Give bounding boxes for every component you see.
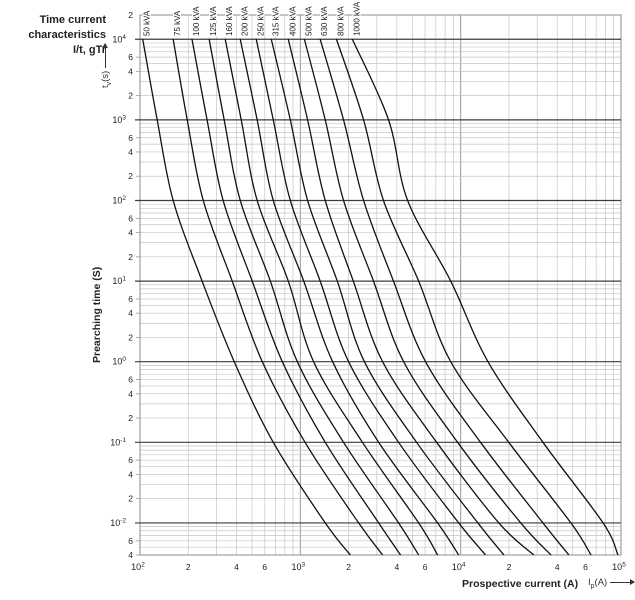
curve-label-400-kVA: 400 kVA — [288, 6, 297, 36]
svg-text:4: 4 — [394, 562, 399, 572]
curve-label-160-kVA: 160 kVA — [225, 6, 234, 36]
svg-text:6: 6 — [128, 375, 133, 385]
curve-label-630-kVA: 630 kVA — [320, 6, 329, 36]
curve-label-1000-kVA: 1000 kVA — [352, 1, 361, 36]
curve-labels: 50 kVA 75 kVA 100 kVA 125 kVA 160 kVA 200 kVA… — [142, 0, 363, 37]
svg-text:6: 6 — [128, 52, 133, 62]
curve-200-kVA — [239, 38, 460, 555]
chart-title-line2: characteristics — [28, 29, 106, 41]
curve-125-kVA — [208, 38, 420, 555]
svg-text:4: 4 — [128, 308, 133, 318]
svg-text:6: 6 — [128, 294, 133, 304]
curve-100-kVA — [191, 38, 402, 555]
svg-text:6: 6 — [423, 562, 428, 572]
curve-label-50-kVA: 50 kVA — [143, 10, 152, 36]
svg-text:6: 6 — [128, 455, 133, 465]
curve-315-kVA — [270, 38, 505, 555]
curve-400-kVA — [287, 38, 535, 555]
svg-text:104: 104 — [112, 34, 126, 45]
chart-title-line1: Time current — [39, 14, 106, 26]
svg-text:4: 4 — [128, 66, 133, 76]
svg-text:2: 2 — [128, 91, 133, 101]
svg-text:103: 103 — [112, 114, 126, 125]
y-axis-title: Prearching time (S) — [91, 266, 103, 363]
svg-text:4: 4 — [128, 550, 133, 560]
svg-text:6: 6 — [583, 562, 588, 572]
curve-250-kVA — [255, 38, 487, 555]
curve-75-kVA — [172, 38, 384, 555]
svg-text:101: 101 — [112, 276, 126, 287]
svg-text:104: 104 — [452, 562, 466, 573]
curve-label-75-kVA: 75 kVA — [173, 10, 182, 36]
svg-text:102: 102 — [131, 562, 145, 573]
svg-text:6: 6 — [262, 562, 267, 572]
svg-text:6: 6 — [128, 213, 133, 223]
x-axis-title: Prospective current (A) — [462, 578, 579, 590]
x-axis-symbol: Ip(A) — [588, 577, 635, 590]
svg-text:102: 102 — [112, 195, 126, 206]
svg-text:2: 2 — [128, 413, 133, 423]
svg-text:4: 4 — [555, 562, 560, 572]
svg-text:10-2: 10-2 — [110, 517, 126, 528]
curve-800-kVA — [335, 38, 592, 555]
chart-title-line3: I/t, gTr — [73, 44, 106, 56]
svg-text:2: 2 — [128, 171, 133, 181]
svg-text:2: 2 — [128, 332, 133, 342]
y-axis-symbol: tv(s) — [100, 44, 113, 88]
curve-label-200-kVA: 200 kVA — [240, 6, 249, 36]
curve-1000-kVA — [351, 38, 619, 555]
right-arrow-icon — [609, 578, 635, 587]
curve-label-800-kVA: 800 kVA — [336, 6, 345, 36]
x-symbol-base: I — [588, 577, 591, 588]
curve-label-315-kVA: 315 kVA — [271, 6, 280, 36]
svg-text:103: 103 — [292, 562, 306, 573]
svg-text:6: 6 — [128, 133, 133, 143]
y-symbol-unit: (s) — [100, 70, 111, 82]
y-symbol-base: t — [100, 85, 111, 88]
grid — [135, 14, 622, 556]
svg-text:2: 2 — [507, 562, 512, 572]
curve-label-125-kVA: 125 kVA — [209, 6, 218, 36]
svg-text:2: 2 — [346, 562, 351, 572]
svg-text:10-1: 10-1 — [110, 437, 126, 448]
svg-text:2: 2 — [128, 494, 133, 504]
x-symbol-unit: (A) — [594, 577, 608, 588]
curve-630-kVA — [319, 38, 570, 555]
svg-text:2: 2 — [128, 10, 133, 20]
svg-text:2: 2 — [186, 562, 191, 572]
svg-text:2: 2 — [128, 252, 133, 262]
y-symbol-sub: v — [105, 81, 113, 86]
svg-text:4: 4 — [234, 562, 239, 572]
curve-label-250-kVA: 250 kVA — [256, 6, 265, 36]
svg-text:100: 100 — [112, 356, 126, 367]
svg-text:105: 105 — [612, 562, 626, 573]
up-arrow-icon — [101, 44, 110, 68]
curve-160-kVA — [224, 38, 439, 555]
curve-label-500-kVA: 500 kVA — [304, 6, 313, 36]
svg-text:4: 4 — [128, 147, 133, 157]
curve-50-kVA — [142, 38, 351, 555]
axis-ticks: 10424610324610224610124610024610-124610-… — [110, 10, 626, 572]
svg-text:4: 4 — [128, 228, 133, 238]
svg-text:4: 4 — [128, 389, 133, 399]
curves — [142, 38, 619, 555]
svg-text:4: 4 — [128, 469, 133, 479]
curve-label-100-kVA: 100 kVA — [192, 6, 201, 36]
svg-text:6: 6 — [128, 536, 133, 546]
curve-500-kVA — [303, 38, 552, 555]
x-symbol-sub: p — [590, 582, 595, 590]
chart-title: Time current characteristics I/t, gTr — [6, 13, 106, 58]
